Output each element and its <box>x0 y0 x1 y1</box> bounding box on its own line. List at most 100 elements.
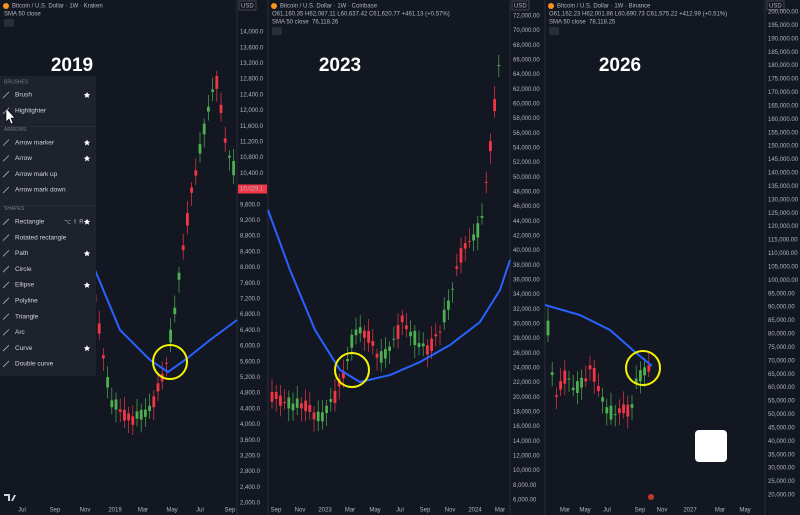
collapse-button[interactable] <box>4 19 14 27</box>
candle-body <box>127 413 130 421</box>
sma-line <box>267 209 511 384</box>
candle-body <box>295 398 299 408</box>
flag-icon <box>648 494 654 500</box>
price-label: 4,400.0 <box>240 406 261 412</box>
time-label: May <box>579 508 590 514</box>
time-label: Mar <box>138 508 148 514</box>
candle-body <box>559 381 562 390</box>
price-label: 68,000.00 <box>513 43 540 49</box>
menu-item-label: Brush <box>15 92 32 99</box>
candle-body <box>367 330 370 343</box>
candle-body <box>480 216 484 218</box>
price-label: 56,000.00 <box>513 131 540 137</box>
candle-body <box>156 383 160 392</box>
candle-body <box>605 407 609 414</box>
price-label: 30,000.00 <box>768 466 795 472</box>
price-label: 12,800.0 <box>240 77 264 83</box>
price-label: 70,000.00 <box>768 358 795 364</box>
price-label: 25,000.00 <box>768 479 795 485</box>
menu-section-title: SHAPES <box>4 206 25 212</box>
menu-item-label: Ellipse <box>15 282 35 289</box>
price-label: 8,400.0 <box>240 249 261 255</box>
tool-icon <box>2 329 10 336</box>
candle-body <box>308 404 312 412</box>
tool-icon <box>2 91 10 99</box>
menu-item-label: Circle <box>15 266 32 273</box>
candle-body <box>165 362 168 364</box>
year-label: 2023 <box>319 55 361 76</box>
candle-body <box>384 349 387 359</box>
menu-item-label: Highlighter <box>15 108 47 115</box>
price-label: 3,200.0 <box>240 453 261 459</box>
time-label: May <box>739 508 750 514</box>
candle-body <box>417 343 421 348</box>
collapse-button[interactable] <box>272 27 282 35</box>
candle-body <box>228 155 231 158</box>
price-label: 11,200.0 <box>240 139 264 145</box>
favorite-star[interactable] <box>83 92 91 98</box>
price-label: 155,000.00 <box>768 130 799 136</box>
candle-body <box>291 403 295 411</box>
price-label: 10,400.0 <box>240 171 264 177</box>
symbol-header: Bitcoin / U.S. Dollar · 1W · Binance <box>557 4 651 10</box>
price-label: 60,000.00 <box>768 385 795 391</box>
candle-body <box>434 334 438 337</box>
watermark-logo <box>695 430 727 462</box>
menu-item-label: Arrow <box>15 155 32 162</box>
candle-body <box>114 399 118 410</box>
price-label: 16,000.00 <box>513 424 540 430</box>
price-label: 190,000.00 <box>768 36 799 42</box>
candle-body <box>563 370 567 384</box>
menu-item-label: Rectangle <box>15 219 45 226</box>
candle-body <box>592 367 596 382</box>
price-label: 165,000.00 <box>768 103 799 109</box>
symbol-header: Bitcoin / U.S. Dollar · 1W · Kraken <box>12 4 103 10</box>
collapse-button[interactable] <box>549 27 559 35</box>
candle-body <box>312 412 316 420</box>
price-label: 65,000.00 <box>768 372 795 378</box>
sma-line <box>94 269 238 374</box>
favorite-star[interactable] <box>83 345 91 352</box>
time-label: 2023 <box>318 508 332 514</box>
menu-shortcut: ⌥ ⇧ R <box>64 218 84 225</box>
time-label: Sep <box>635 508 646 514</box>
candle-body <box>198 144 202 154</box>
favorite-star[interactable] <box>83 155 91 162</box>
tool-icon <box>2 155 10 162</box>
currency: USD <box>241 4 254 10</box>
candle-body <box>463 243 467 249</box>
favorite-star[interactable] <box>83 250 91 257</box>
price-label: 8,800.0 <box>240 234 261 240</box>
candle-body <box>438 331 442 333</box>
tool-icon <box>2 265 10 273</box>
favorite-star[interactable] <box>83 218 91 225</box>
sma-value: 78,118.25 <box>589 20 616 26</box>
favorite-star[interactable] <box>83 282 91 288</box>
candle-body <box>329 399 333 402</box>
tool-icon <box>2 344 10 352</box>
candle-body <box>489 141 492 152</box>
sma-label: SMA 50 close <box>4 12 41 18</box>
time-label: Nov <box>80 508 91 514</box>
candle-body <box>350 334 354 348</box>
tool-icon <box>2 186 10 194</box>
price-label: 80,000.00 <box>768 332 795 338</box>
time-label: 2024 <box>468 508 482 514</box>
highlight-circle <box>334 352 370 388</box>
candle-body <box>358 327 362 334</box>
favorite-star[interactable] <box>83 139 91 146</box>
price-label: 4,800.0 <box>240 391 261 397</box>
candle-body <box>472 234 475 241</box>
candle-body <box>181 245 185 251</box>
candle-body <box>576 381 579 393</box>
year-label: 2019 <box>51 55 93 76</box>
candle-body <box>131 416 135 425</box>
price-label: 85,000.00 <box>768 318 795 324</box>
currency-box <box>766 0 785 11</box>
price-label: 40,000.00 <box>768 439 795 445</box>
sma-line <box>544 304 653 367</box>
candle-body <box>546 320 550 336</box>
candle-body <box>279 395 282 406</box>
candle-body <box>630 404 634 408</box>
